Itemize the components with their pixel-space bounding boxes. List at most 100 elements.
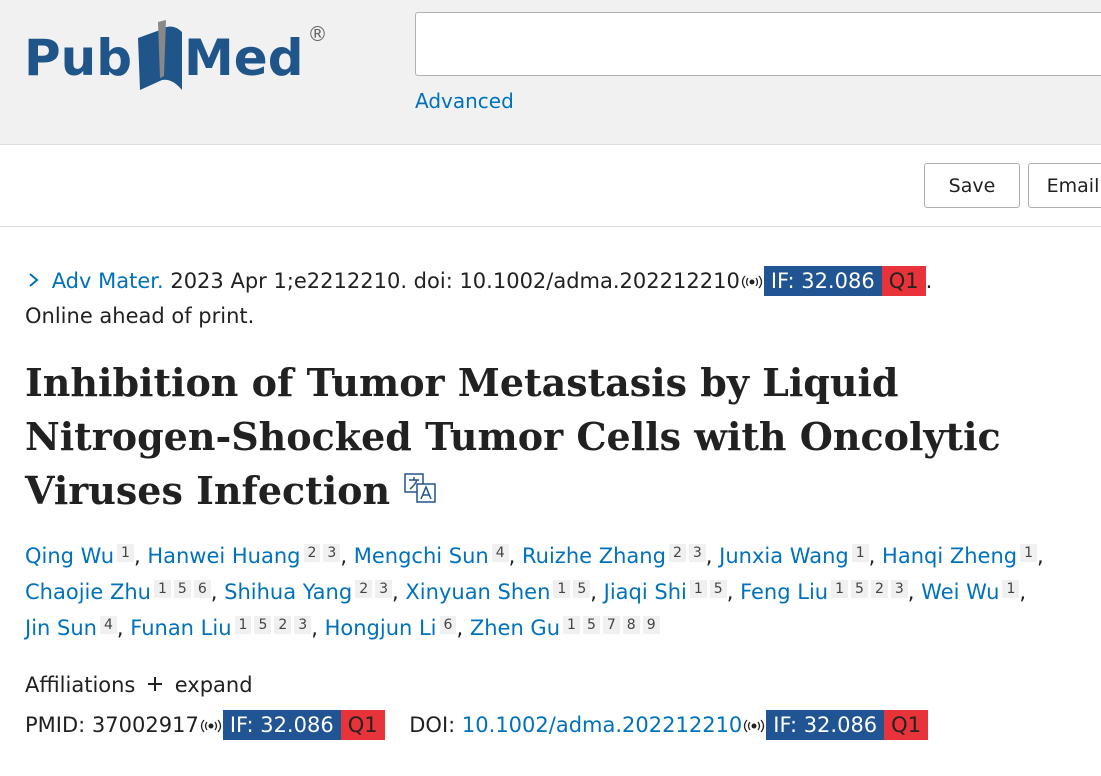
author: Xinyuan Shen 1 5,: [405, 580, 597, 604]
doi-label: DOI:: [409, 713, 456, 737]
affiliation-number[interactable]: 6: [193, 580, 211, 598]
affiliation-number[interactable]: 5: [851, 580, 868, 598]
affiliation-number[interactable]: 2: [870, 580, 888, 598]
author: Jin Sun 4,: [25, 616, 124, 640]
affiliation-number[interactable]: 7: [602, 616, 620, 634]
affiliation-number[interactable]: 5: [254, 616, 272, 634]
quartile-badge: Q1: [884, 710, 929, 740]
logo-text: Pub: [24, 29, 133, 87]
pmid-label: PMID:: [25, 713, 86, 737]
author: Wei Wu 1,: [921, 580, 1026, 604]
affiliations-row: Affiliations expand: [25, 666, 1085, 704]
affiliation-number[interactable]: 1: [1020, 544, 1038, 562]
impact-factor-badge: IF: 32.086: [222, 710, 341, 740]
pmid-icon: [200, 719, 221, 733]
author-name[interactable]: Wei Wu: [921, 580, 1000, 604]
separator: ,: [705, 544, 713, 568]
affiliation-number[interactable]: 3: [688, 544, 706, 562]
doi-icon: [744, 719, 765, 733]
affiliation-number[interactable]: 5: [173, 580, 191, 598]
author: Shihua Yang 2 3,: [224, 580, 399, 604]
affiliation-number[interactable]: 1: [1002, 580, 1020, 598]
journal-link[interactable]: Adv Mater.: [51, 269, 164, 293]
affiliation-number[interactable]: 6: [439, 616, 457, 634]
author: Feng Liu 1 5 2 3,: [740, 580, 914, 604]
author-name[interactable]: Chaojie Zhu: [25, 580, 151, 604]
author: Chaojie Zhu 1 5 6,: [25, 580, 217, 604]
affiliation-number[interactable]: 1: [851, 544, 869, 562]
author-name[interactable]: Hanqi Zheng: [882, 544, 1018, 568]
separator: ,: [340, 544, 348, 568]
author: Hanwei Huang 2 3,: [147, 544, 347, 568]
punctuation: .: [925, 269, 933, 293]
author: Ruizhe Zhang 2 3,: [522, 544, 712, 568]
affiliation-number[interactable]: 1: [234, 616, 252, 634]
impact-factor-badge: IF: 32.086: [766, 710, 885, 740]
author-list: Qing Wu 1, Hanwei Huang 2 3, Mengchi Sun 4, …: [25, 538, 1080, 646]
author-name[interactable]: Hongjun Li: [324, 616, 437, 640]
affiliation-number[interactable]: 3: [375, 580, 393, 598]
affiliation-number[interactable]: 1: [117, 544, 134, 562]
author-name[interactable]: Junxia Wang: [719, 544, 849, 568]
affiliation-number[interactable]: 2: [668, 544, 686, 562]
affiliation-number[interactable]: 3: [294, 616, 312, 634]
author-name[interactable]: Jin Sun: [25, 616, 97, 640]
separator: ,: [1019, 580, 1027, 604]
affiliation-number[interactable]: 1: [831, 580, 849, 598]
article: Adv Mater. 2023 Apr 1;e2212210. doi: 10.…: [25, 262, 1085, 744]
title-text: Inhibition of Tumor Metastasis by Liquid…: [25, 360, 1001, 513]
expand-toggle[interactable]: expand: [174, 673, 253, 697]
author-name[interactable]: Shihua Yang: [224, 580, 353, 604]
author-name[interactable]: Mengchi Sun: [353, 544, 489, 568]
affiliation-number[interactable]: 8: [622, 616, 640, 634]
translate-icon[interactable]: [403, 472, 439, 506]
affiliation-number[interactable]: 5: [582, 616, 600, 634]
affiliation-number[interactable]: 3: [890, 580, 908, 598]
affiliation-number[interactable]: 1: [689, 580, 707, 598]
affiliation-number[interactable]: 4: [491, 544, 509, 562]
email-button[interactable]: Email: [1028, 163, 1101, 208]
search-input[interactable]: [415, 12, 1101, 76]
affiliation-number[interactable]: 2: [355, 580, 373, 598]
author: Qing Wu 1,: [25, 544, 141, 568]
separator: ,: [392, 580, 399, 604]
author: Mengchi Sun 4,: [353, 544, 515, 568]
action-bar: Save Email: [0, 145, 1101, 227]
affiliation-number[interactable]: 1: [153, 580, 171, 598]
affiliation-number[interactable]: 9: [642, 616, 660, 634]
separator: ,: [726, 580, 734, 604]
affiliation-number[interactable]: 1: [563, 616, 580, 634]
advanced-link[interactable]: Advanced: [415, 89, 514, 113]
author-name[interactable]: Funan Liu: [130, 616, 232, 640]
article-title: Inhibition of Tumor Metastasis by Liquid…: [25, 356, 1075, 518]
identifiers: PMID: 37002917 IF: 32.086 Q1 DOI: 10.1002/…: [25, 706, 1085, 744]
affiliation-number[interactable]: 2: [274, 616, 292, 634]
author: Hongjun Li 6,: [324, 616, 464, 640]
author: Funan Liu 1 5 2 3,: [130, 616, 318, 640]
chevron-icon[interactable]: [25, 271, 45, 289]
affiliation-number[interactable]: 2: [303, 544, 321, 562]
affiliation-number[interactable]: 4: [99, 616, 117, 634]
separator: ,: [456, 616, 464, 640]
doi-link[interactable]: 10.1002/adma.202212210: [461, 713, 743, 737]
author-name[interactable]: Jiaqi Shi: [603, 580, 687, 604]
affiliation-number[interactable]: 5: [573, 580, 591, 598]
separator: ,: [116, 616, 124, 640]
affiliation-number[interactable]: 3: [323, 544, 341, 562]
plus-icon[interactable]: [142, 675, 168, 693]
author: Jiaqi Shi 1 5,: [603, 580, 734, 604]
author-name[interactable]: Ruizhe Zhang: [522, 544, 666, 568]
author: Junxia Wang 1,: [719, 544, 875, 568]
author-name[interactable]: Xinyuan Shen: [405, 580, 551, 604]
separator: ,: [311, 616, 318, 640]
pubmed-logo[interactable]: Pub Med ®: [24, 18, 328, 98]
author-name[interactable]: Hanwei Huang: [147, 544, 301, 568]
author-name[interactable]: Zhen Gu: [469, 616, 561, 640]
separator: ,: [210, 580, 218, 604]
author-name[interactable]: Feng Liu: [740, 580, 829, 604]
save-button[interactable]: Save: [924, 163, 1020, 208]
affiliation-number[interactable]: 5: [709, 580, 727, 598]
affiliation-number[interactable]: 1: [553, 580, 571, 598]
author-name[interactable]: Qing Wu: [25, 544, 115, 568]
